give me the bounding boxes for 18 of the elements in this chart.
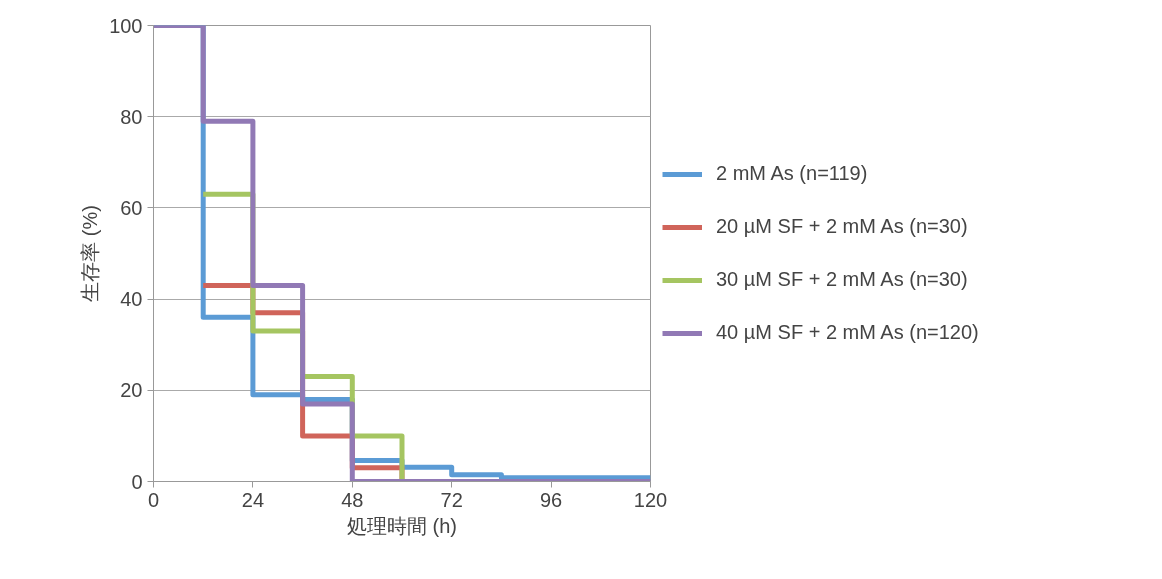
x-tick-label: 48 (341, 488, 364, 511)
x-tick-label: 72 (440, 488, 463, 511)
legend-label: 2 mM As (n=119) (716, 162, 868, 185)
y-tick-label: 60 (120, 196, 143, 219)
legend-label: 20 µM SF + 2 mM As (n=30) (716, 215, 968, 238)
y-tick-label: 20 (120, 379, 143, 402)
x-axis-title: 処理時間 (h) (347, 514, 457, 537)
y-tick-label: 0 (131, 470, 143, 493)
x-tick-label: 0 (147, 488, 160, 511)
x-tick-label: 24 (241, 488, 265, 511)
x-tick-label: 96 (539, 488, 563, 511)
legend-label: 40 µM SF + 2 mM As (n=120) (716, 321, 979, 344)
y-tick-label: 80 (120, 105, 143, 128)
y-tick-label: 100 (109, 14, 143, 37)
y-axis-title: 生存率 (%) (79, 205, 102, 302)
legend-label: 30 µM SF + 2 mM As (n=30) (716, 268, 968, 291)
y-tick-label: 40 (120, 288, 143, 311)
x-tick-label: 120 (633, 488, 668, 511)
